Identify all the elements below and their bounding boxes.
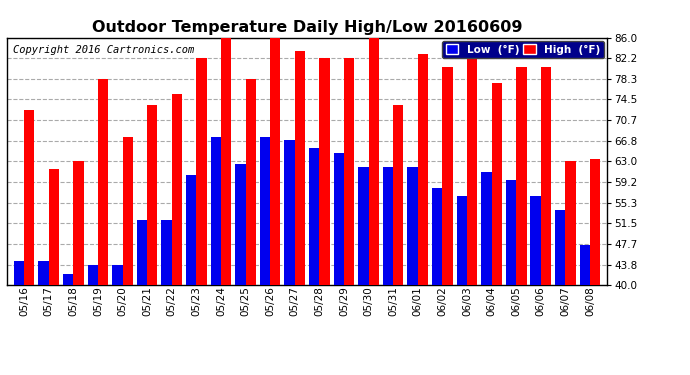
Bar (432, 188, 442, 285)
Bar (417, 54, 428, 285)
Bar (491, 83, 502, 285)
Title: Outdoor Temperature Daily High/Low 20160609: Outdoor Temperature Daily High/Low 20160… (92, 20, 522, 35)
Bar (112, 264, 123, 285)
Legend: Low  (°F), High  (°F): Low (°F), High (°F) (442, 40, 604, 58)
Bar (49, 170, 59, 285)
Bar (172, 94, 182, 285)
Bar (319, 58, 330, 285)
Bar (457, 196, 467, 285)
Bar (334, 153, 344, 285)
Bar (368, 38, 379, 285)
Bar (531, 196, 541, 285)
Bar (221, 38, 231, 285)
Bar (270, 38, 280, 285)
Bar (383, 166, 393, 285)
Bar (393, 105, 404, 285)
Bar (590, 159, 600, 285)
Bar (344, 58, 354, 285)
Bar (24, 110, 34, 285)
Bar (295, 51, 305, 285)
Bar (246, 79, 256, 285)
Bar (309, 148, 319, 285)
Bar (358, 166, 368, 285)
Bar (506, 180, 516, 285)
Bar (73, 161, 83, 285)
Bar (197, 58, 207, 285)
Bar (260, 137, 270, 285)
Bar (98, 79, 108, 285)
Bar (14, 261, 24, 285)
Bar (210, 137, 221, 285)
Bar (580, 244, 590, 285)
Bar (147, 105, 157, 285)
Bar (235, 164, 246, 285)
Bar (284, 140, 295, 285)
Bar (123, 137, 133, 285)
Bar (516, 67, 526, 285)
Bar (541, 67, 551, 285)
Bar (63, 274, 73, 285)
Bar (137, 220, 147, 285)
Bar (88, 264, 98, 285)
Bar (407, 166, 417, 285)
Bar (467, 43, 477, 285)
Bar (442, 67, 453, 285)
Bar (186, 175, 197, 285)
Bar (555, 210, 565, 285)
Bar (481, 172, 491, 285)
Text: Copyright 2016 Cartronics.com: Copyright 2016 Cartronics.com (13, 45, 194, 55)
Bar (565, 161, 575, 285)
Bar (39, 261, 49, 285)
Bar (161, 220, 172, 285)
